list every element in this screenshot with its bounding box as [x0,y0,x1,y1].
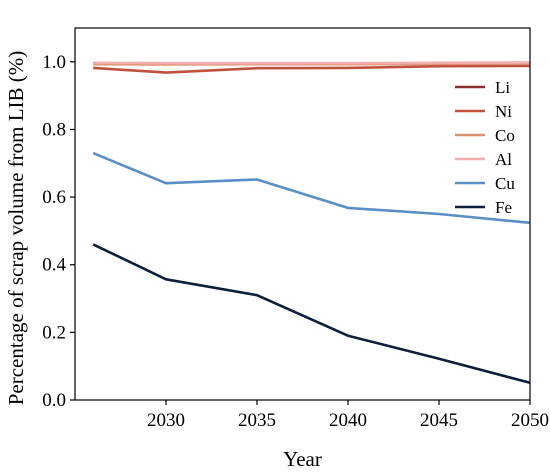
x-tick-label: 2030 [147,410,185,431]
y-tick-label: 0.2 [42,322,66,343]
y-tick-label: 1.0 [42,52,66,73]
legend-label-cu: Cu [495,174,515,193]
y-axis-label: Percentage of scrap volume from LIB (%) [4,51,28,406]
legend-label-li: Li [495,78,510,97]
x-tick-label: 2045 [420,410,458,431]
series-line-cu [92,151,531,225]
x-tick-label: 2035 [238,410,276,431]
x-tick-label: 2050 [511,410,549,431]
legend: Li Ni Co Al Cu Fe [455,78,515,217]
series-line-fe [92,243,531,385]
series-line-ni [93,64,531,74]
y-tick-label: 0.0 [42,390,66,411]
y-tick-label: 0.6 [42,187,66,208]
plot-frame [74,27,531,401]
legend-label-ni: Ni [495,102,512,121]
legend-label-al: Al [495,150,512,169]
axis-ticks: 2030 2035 2040 2045 2050 0.0 0.2 0.4 0.6 0.8 1.0 [42,52,549,431]
series-lines [92,61,531,385]
x-axis-label: Year [283,447,322,471]
x-tick-label: 2040 [329,410,367,431]
legend-label-fe: Fe [495,198,512,217]
y-tick-label: 0.4 [42,255,66,276]
legend-label-co: Co [495,126,515,145]
y-tick-label: 0.8 [42,119,66,140]
series-line-al [93,61,531,65]
